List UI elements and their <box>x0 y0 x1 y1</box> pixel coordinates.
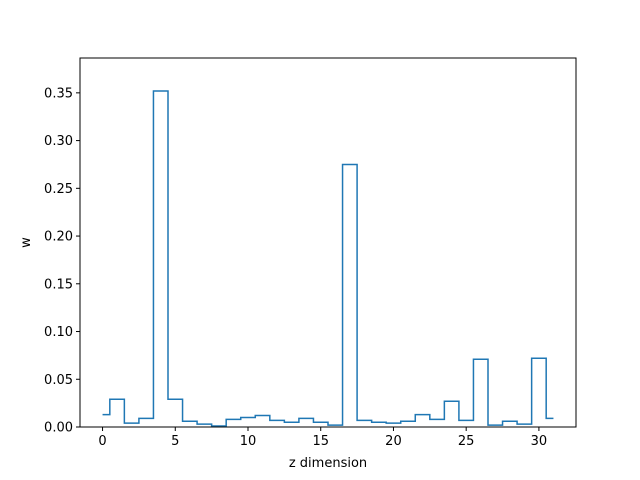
x-tick-label: 25 <box>458 434 475 449</box>
y-tick-label: 0.10 <box>44 325 73 340</box>
y-tick-label: 0.05 <box>44 373 73 388</box>
y-axis-label: w <box>19 237 34 248</box>
y-tick-label: 0.35 <box>44 86 73 101</box>
axes-frame <box>79 57 577 428</box>
series-step-line <box>102 90 554 427</box>
x-axis-label: z dimension <box>289 456 367 471</box>
y-tick-label: 0.30 <box>44 134 73 149</box>
y-tick-label: 0.00 <box>44 421 73 436</box>
y-tick-label: 0.20 <box>44 230 73 245</box>
y-tick-label: 0.15 <box>44 277 73 292</box>
x-tick-label: 20 <box>385 434 402 449</box>
x-axis-ticks: 0 5 10 15 20 25 30 <box>98 427 547 449</box>
x-tick-label: 5 <box>171 434 179 449</box>
x-tick-label: 0 <box>98 434 106 449</box>
y-axis-ticks: 0.00 0.05 0.10 0.15 0.20 0.25 0.30 0.35 <box>44 86 80 436</box>
x-tick-label: 15 <box>312 434 329 449</box>
x-tick-label: 10 <box>240 434 257 449</box>
x-tick-label: 30 <box>531 434 548 449</box>
y-tick-label: 0.25 <box>44 182 73 197</box>
plot-area <box>102 90 554 427</box>
